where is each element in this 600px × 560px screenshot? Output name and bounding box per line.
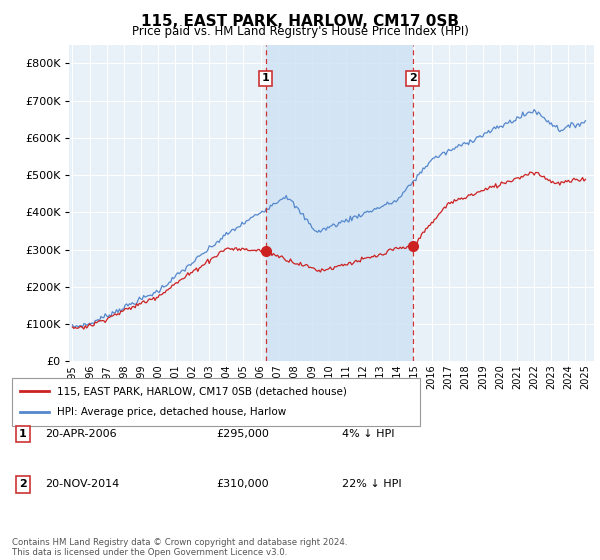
Text: £295,000: £295,000 (216, 429, 269, 439)
Text: £310,000: £310,000 (216, 479, 269, 489)
Text: 4% ↓ HPI: 4% ↓ HPI (342, 429, 395, 439)
Text: HPI: Average price, detached house, Harlow: HPI: Average price, detached house, Harl… (57, 407, 286, 417)
Text: 115, EAST PARK, HARLOW, CM17 0SB (detached house): 115, EAST PARK, HARLOW, CM17 0SB (detach… (57, 386, 347, 396)
Text: 1: 1 (262, 73, 269, 83)
Text: 2: 2 (409, 73, 416, 83)
FancyBboxPatch shape (12, 378, 420, 426)
Bar (266, 45, 413, 361)
Text: Contains HM Land Registry data © Crown copyright and database right 2024.
This d: Contains HM Land Registry data © Crown c… (12, 538, 347, 557)
Text: 115, EAST PARK, HARLOW, CM17 0SB: 115, EAST PARK, HARLOW, CM17 0SB (141, 14, 459, 29)
Text: 22% ↓ HPI: 22% ↓ HPI (342, 479, 401, 489)
Text: 1: 1 (19, 429, 26, 439)
Text: Price paid vs. HM Land Registry's House Price Index (HPI): Price paid vs. HM Land Registry's House … (131, 25, 469, 38)
Text: 20-APR-2006: 20-APR-2006 (45, 429, 116, 439)
Text: 20-NOV-2014: 20-NOV-2014 (45, 479, 119, 489)
Text: 2: 2 (19, 479, 26, 489)
